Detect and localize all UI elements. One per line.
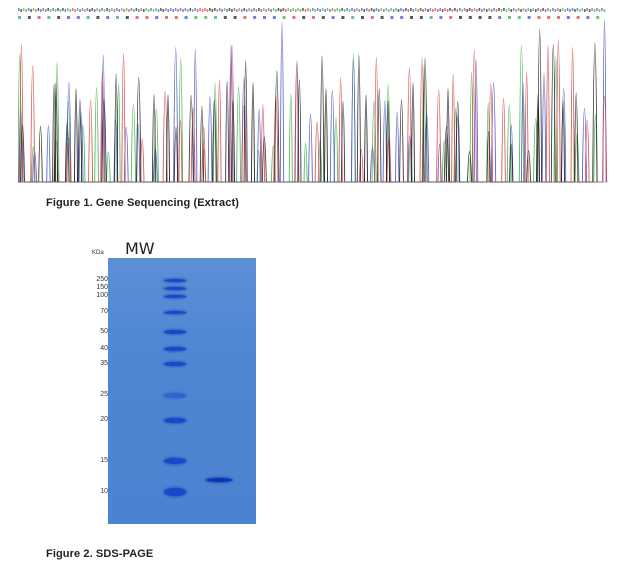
marker-label-40: 40: [100, 345, 108, 352]
marker-label-20: 20: [100, 416, 108, 423]
gel-image: [108, 258, 256, 524]
tall-peak: [324, 88, 328, 183]
tall-peak: [446, 88, 450, 183]
ladder-band-150: [164, 286, 186, 290]
sds-page-figure: KDa MW 250 150 100 70 50 40 35 25 20 15 10: [80, 236, 270, 536]
ladder-band-100: [164, 294, 186, 298]
marker-label-50: 50: [100, 328, 108, 335]
ladder-band-70: [164, 310, 186, 314]
tall-peak: [166, 94, 170, 183]
marker-label-25: 25: [100, 391, 108, 398]
tall-peak: [386, 100, 390, 183]
trace-T: [18, 39, 608, 183]
marker-label-150: 150: [96, 284, 108, 291]
marker-label-100: 100: [96, 292, 108, 299]
marker-label-15: 15: [100, 457, 108, 464]
tall-peak: [251, 82, 255, 183]
tall-peak: [536, 94, 540, 183]
base-call-strip: [18, 8, 606, 19]
marker-label-10: 10: [100, 488, 108, 495]
ladder-band-35: [164, 362, 186, 366]
ladder-band-50: [164, 330, 186, 334]
ladder-band-250: [164, 278, 186, 282]
tall-peak: [74, 88, 78, 183]
tall-peak: [231, 100, 235, 183]
tall-peak: [561, 100, 565, 183]
ladder-band-20: [164, 417, 186, 423]
ladder-band-25: [164, 392, 186, 398]
marker-label-250: 250: [96, 276, 108, 283]
sample-band: [206, 478, 232, 482]
ladder-band-15: [164, 458, 186, 464]
marker-label-70: 70: [100, 308, 108, 315]
kda-unit-label: KDa: [92, 250, 104, 256]
marker-label-35: 35: [100, 360, 108, 367]
figure-2-caption: Figure 2. SDS-PAGE: [46, 548, 154, 560]
ladder-band-10: [164, 488, 186, 496]
tall-peak: [54, 82, 58, 183]
tall-peak: [364, 94, 368, 183]
sequencing-chromatogram: [18, 4, 608, 186]
ladder-band-40: [164, 347, 186, 351]
tall-peak: [411, 82, 415, 183]
mw-lane-label: MW: [125, 239, 155, 258]
figure-1-caption: Figure 1. Gene Sequencing (Extract): [46, 197, 239, 209]
